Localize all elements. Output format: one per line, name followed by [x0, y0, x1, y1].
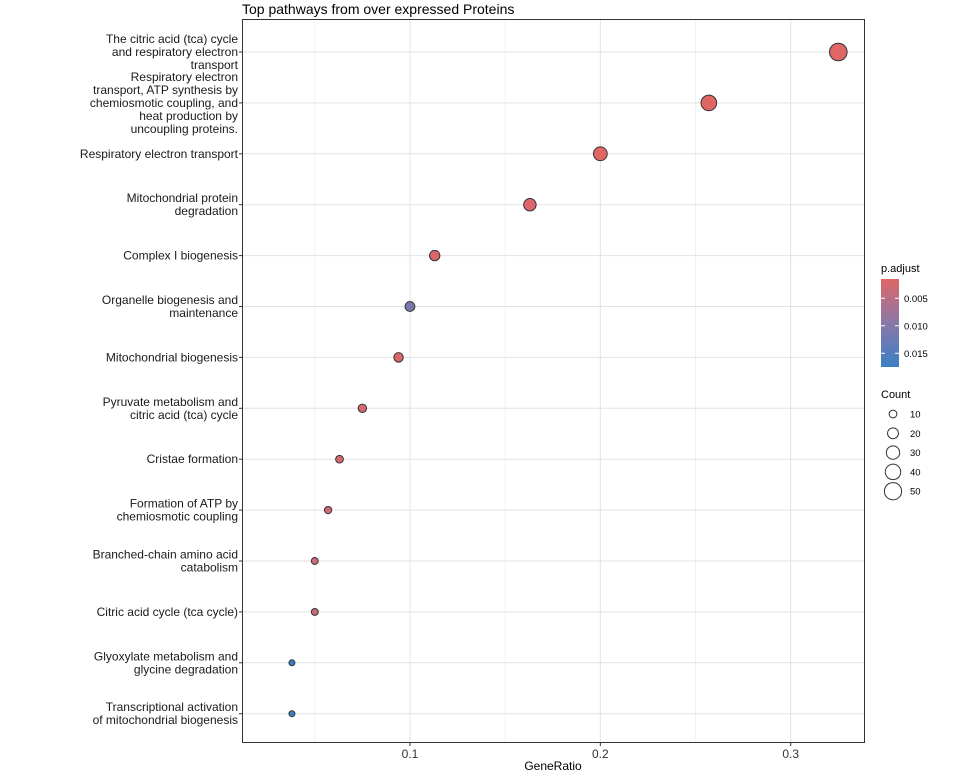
- data-point: [288, 710, 296, 718]
- size-legend-key: [888, 409, 898, 419]
- plot-panel: [242, 19, 865, 743]
- y-tick-label: Transcriptional activation of mitochondri…: [93, 700, 238, 727]
- y-tick-label: Mitochondrial protein degradation: [127, 191, 238, 218]
- size-legend-label: 40: [910, 467, 921, 478]
- y-tick-label: Organelle biogenesis and maintenance: [102, 293, 238, 320]
- data-point: [592, 146, 608, 162]
- color-legend: p.adjust 0.005 0.010 0.015: [881, 263, 928, 367]
- data-point: [700, 94, 718, 112]
- size-legend-label: 50: [910, 487, 921, 498]
- size-legend-key: [887, 427, 899, 440]
- size-legend-title: Count: [881, 389, 910, 401]
- y-tick-label: Citric acid cycle (tca cycle): [97, 605, 238, 619]
- y-tick-label: Formation of ATP by chemiosmotic coupling: [117, 497, 238, 524]
- x-tick-label: 0.2: [592, 747, 609, 761]
- x-tick-label: 0.3: [782, 747, 799, 761]
- color-legend-title: p.adjust: [881, 263, 920, 275]
- x-axis-title: GeneRatio: [524, 759, 582, 771]
- data-point: [310, 607, 319, 616]
- size-legend-key: [885, 445, 901, 460]
- size-legend: Count 10 20 30 40 50: [881, 389, 921, 501]
- grid-lines: [243, 20, 864, 742]
- data-point: [335, 454, 344, 464]
- y-tick-label: Cristae formation: [147, 452, 238, 466]
- data-point: [829, 42, 848, 62]
- size-legend-key: [883, 482, 903, 501]
- x-axis: 0.1 0.2 0.3: [402, 742, 799, 761]
- y-tick-label: Complex I biogenesis: [123, 249, 238, 263]
- y-tick-label: Glyoxylate metabolism and glycine degrada…: [94, 649, 238, 676]
- data-point: [404, 301, 416, 312]
- color-legend-label: 0.010: [904, 321, 928, 332]
- y-axis: The citric acid (tca) cycle and respirato…: [80, 32, 243, 727]
- data-point: [357, 403, 368, 414]
- y-tick-label: Mitochondrial biogenesis: [106, 350, 238, 364]
- data-point: [310, 557, 319, 565]
- size-legend-key: [884, 463, 902, 481]
- data-point: [393, 352, 404, 363]
- color-legend-label: 0.015: [904, 349, 928, 360]
- y-tick-label: Pyruvate metabolism and citric acid (tca)…: [103, 395, 239, 422]
- y-tick-label: Respiratory electron transport: [80, 147, 239, 161]
- size-legend-label: 20: [910, 429, 921, 440]
- y-tick-label: The citric acid (tca) cycle and respirato…: [106, 32, 239, 72]
- y-tick-label: Respiratory electron transport, ATP synth…: [90, 70, 238, 136]
- size-legend-label: 10: [910, 410, 921, 421]
- data-point: [523, 197, 537, 212]
- chart-title: Top pathways from over expressed Protein…: [242, 1, 514, 17]
- data-point: [429, 249, 441, 262]
- y-tick-label: Branched-chain amino acid catabolism: [93, 548, 238, 575]
- data-points: [288, 42, 848, 718]
- size-legend-label: 30: [910, 448, 921, 459]
- data-point: [288, 659, 296, 667]
- color-legend-bar: [881, 279, 899, 367]
- color-legend-label: 0.005: [904, 294, 928, 305]
- data-point: [323, 505, 333, 515]
- x-tick-label: 0.1: [402, 747, 419, 761]
